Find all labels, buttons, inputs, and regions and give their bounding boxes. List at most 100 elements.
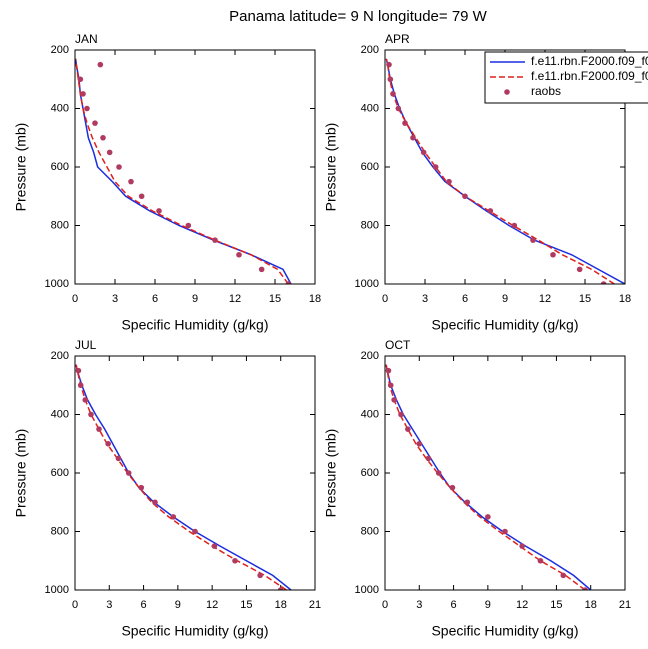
- raobs-point: [485, 514, 491, 520]
- profile-line: [385, 364, 592, 590]
- x-tick-label: 12: [539, 293, 551, 305]
- y-tick-label: 200: [51, 350, 69, 362]
- raobs-point: [75, 367, 82, 374]
- raobs-point: [116, 164, 122, 170]
- x-axis-label: Specific Humidity (g/kg): [121, 317, 268, 333]
- panel-title: JAN: [75, 32, 98, 46]
- x-tick-label: 9: [502, 293, 508, 305]
- profile-line: [75, 364, 287, 590]
- raobs-point: [128, 178, 134, 185]
- x-tick-label: 6: [462, 293, 468, 305]
- y-tick-label: 200: [361, 350, 379, 362]
- x-tick-label: 6: [141, 599, 147, 611]
- x-tick-label: 15: [240, 599, 252, 611]
- raobs-point: [100, 134, 106, 141]
- y-tick-label: 600: [361, 467, 379, 479]
- x-tick-label: 3: [112, 293, 118, 305]
- plot-frame: [384, 49, 626, 285]
- plot-frame: [384, 355, 626, 591]
- raobs-point: [600, 281, 607, 284]
- y-tick-label: 800: [51, 219, 69, 231]
- raobs-point: [519, 543, 525, 549]
- plot-frame: [74, 355, 316, 591]
- raobs-point: [550, 251, 556, 258]
- raobs-point: [92, 120, 98, 126]
- raobs-point: [391, 397, 397, 403]
- panel: APR Specific Humidity (g/kg) Pressure (mb)…: [323, 32, 648, 333]
- x-tick-label: 18: [619, 293, 631, 305]
- raobs-point: [432, 164, 439, 170]
- raobs-point: [582, 587, 588, 590]
- raobs-point: [537, 557, 544, 564]
- panel: JUL Specific Humidity (g/kg) Pressure (mb)…: [13, 338, 321, 639]
- raobs-point: [77, 382, 84, 389]
- raobs-point: [212, 237, 218, 243]
- raobs-point: [258, 266, 265, 273]
- x-tick-label: 3: [106, 599, 112, 611]
- raobs-point: [285, 281, 292, 284]
- plot-area: [75, 58, 292, 284]
- y-tick-label: 800: [361, 525, 379, 537]
- raobs-point: [84, 105, 90, 112]
- plot-area: [385, 58, 625, 284]
- x-tick-label: 21: [619, 599, 631, 611]
- y-tick-label: 1000: [45, 278, 69, 290]
- raobs-point: [462, 193, 468, 200]
- raobs-point: [416, 440, 423, 447]
- x-tick-label: 9: [175, 599, 181, 611]
- raobs-point: [170, 514, 177, 520]
- x-axis-label: Specific Humidity (g/kg): [431, 623, 578, 639]
- raobs-point: [387, 382, 394, 389]
- x-tick-label: 0: [382, 293, 388, 305]
- x-tick-label: 12: [206, 599, 218, 611]
- raobs-point: [125, 470, 132, 476]
- x-axis-label: Specific Humidity (g/kg): [121, 623, 268, 639]
- profile-line: [385, 364, 586, 590]
- plot-area: [75, 364, 292, 590]
- raobs-point: [77, 76, 84, 83]
- panel-title: JUL: [75, 338, 97, 352]
- x-tick-label: 9: [192, 293, 198, 305]
- plot-area: [385, 364, 592, 590]
- x-tick-label: 18: [275, 599, 287, 611]
- raobs-point: [385, 367, 392, 374]
- legend-label: f.e11.rbn.F2000.f09_f0: [531, 54, 648, 68]
- y-tick-label: 600: [51, 467, 69, 479]
- y-tick-label: 400: [51, 102, 69, 114]
- x-tick-label: 6: [152, 293, 158, 305]
- y-tick-label: 400: [361, 408, 379, 420]
- raobs-point: [277, 587, 284, 590]
- y-axis-label: Pressure (mb): [323, 429, 339, 518]
- x-tick-label: 3: [416, 599, 422, 611]
- raobs-point: [257, 572, 263, 579]
- profile-line: [75, 364, 292, 590]
- x-axis-label: Specific Humidity (g/kg): [431, 317, 578, 333]
- raobs-point: [446, 178, 452, 185]
- x-tick-label: 0: [72, 293, 78, 305]
- y-tick-label: 1000: [355, 584, 379, 596]
- x-tick-label: 15: [269, 293, 281, 305]
- x-tick-label: 18: [585, 599, 597, 611]
- raobs-point: [435, 470, 442, 476]
- raobs-point: [138, 484, 145, 491]
- y-tick-label: 1000: [355, 278, 379, 290]
- x-tick-label: 0: [382, 599, 388, 611]
- profile-line: [75, 58, 289, 284]
- legend-label: f.e11.rbn.F2000.f09_f0: [531, 69, 648, 83]
- raobs-point: [232, 557, 238, 564]
- x-tick-label: 6: [451, 599, 457, 611]
- raobs-point: [530, 237, 536, 243]
- x-tick-label: 18: [309, 293, 321, 305]
- raobs-point: [487, 208, 494, 214]
- figure-title: Panama latitude= 9 N longitude= 79 W: [229, 8, 488, 25]
- raobs-point: [236, 251, 242, 258]
- raobs-point: [449, 484, 456, 491]
- raobs-point: [402, 120, 408, 126]
- raobs-point: [398, 411, 404, 418]
- raobs-point: [97, 61, 104, 68]
- raobs-point: [425, 455, 432, 462]
- x-tick-label: 15: [579, 293, 591, 305]
- legend-marker: [504, 89, 510, 95]
- raobs-point: [386, 61, 392, 68]
